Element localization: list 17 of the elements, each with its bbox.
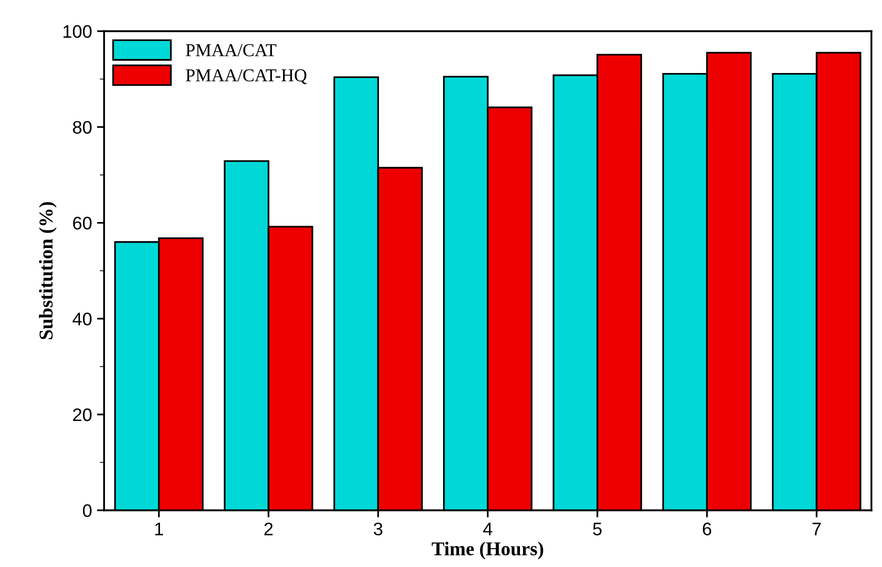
y-axis-title: Substitution (%) <box>38 202 57 340</box>
y-tick-label: 60 <box>73 216 92 230</box>
y-tick-label: 100 <box>64 25 92 38</box>
y-tick-label: 0 <box>82 504 92 518</box>
x-tick-label: 6 <box>702 522 712 536</box>
y-tick-label: 40 <box>72 312 92 326</box>
legend-label: PMAA/CAT-HQ <box>186 69 307 84</box>
x-tick-label: 7 <box>812 522 821 536</box>
x-tick-label: 4 <box>483 522 492 536</box>
x-tick-label: 5 <box>593 522 602 536</box>
x-axis-title: Time (Hours) <box>432 542 544 560</box>
y-tick-label: 20 <box>73 408 92 422</box>
legend-label: PMAA/CAT <box>186 44 276 56</box>
x-tick-label: 1 <box>155 522 164 536</box>
y-tick-label: 80 <box>72 120 92 134</box>
x-tick-label: 2 <box>264 522 273 536</box>
x-tick-label: 3 <box>374 522 382 536</box>
